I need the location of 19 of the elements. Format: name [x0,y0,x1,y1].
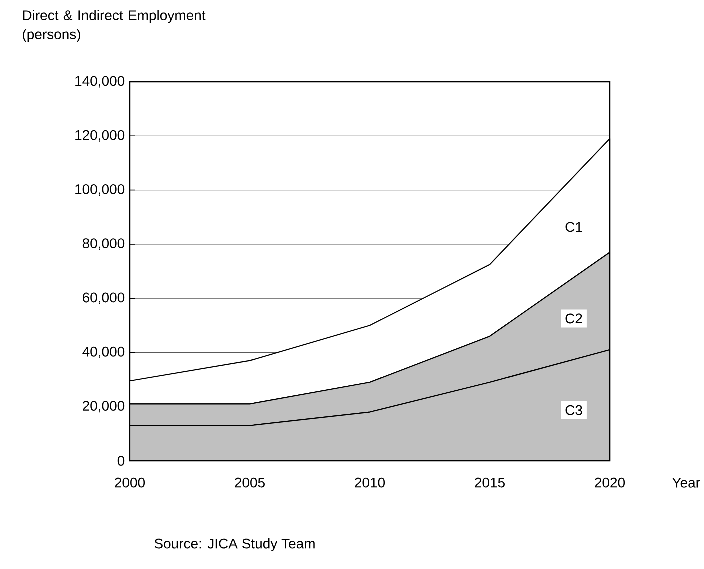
series-label: C3 [566,405,582,416]
x-tick-label: 2005 [235,478,265,488]
y-tick-label: 40,000 [82,346,125,358]
x-tick-label: 2020 [595,478,626,488]
y-tick-label: 20,000 [83,401,125,413]
y-tick-label: 120,000 [76,130,125,142]
series-label: C2 [566,314,582,324]
x-tick-label: 2015 [475,478,505,488]
y-tick-label: 100,000 [76,184,125,196]
series-label: C1 [566,222,582,232]
source-note: Source: JICA Study Team [154,538,315,552]
y-tick-label: 0 [118,456,125,466]
y-tick-label: 80,000 [82,238,125,250]
y-axis-title: Direct & Indirect Employment (persons) [23,10,206,42]
x-tick-label: 2010 [355,478,386,488]
y-tick-label: 140,000 [76,76,125,88]
x-tick-label: 2000 [115,478,146,488]
y-tick-label: 60,000 [83,292,125,304]
x-axis-title: Year [672,478,700,488]
